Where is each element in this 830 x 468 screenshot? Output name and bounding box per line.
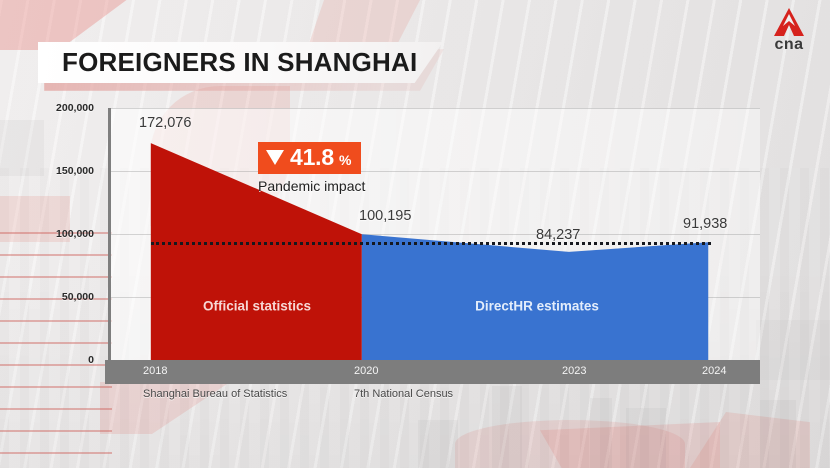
data-label-2023: 84,237 <box>536 227 581 243</box>
y-axis-tick: 100,000 <box>56 228 94 240</box>
y-axis: 200,000 150,000 100,000 50,000 0 <box>48 102 100 366</box>
data-label-2024: 91,938 <box>683 216 728 232</box>
y-axis-tick: 200,000 <box>56 102 94 114</box>
x-axis-tick-2024: 2024 <box>702 365 727 377</box>
cna-logo-icon <box>774 8 804 36</box>
reference-line-dotted <box>151 242 711 245</box>
data-label-2020: 100,195 <box>359 208 412 224</box>
gridline <box>111 171 760 172</box>
gridline <box>111 108 760 109</box>
pandemic-impact-callout: 41.8 % Pandemic impact <box>258 142 384 194</box>
gridline <box>111 234 760 235</box>
series-label-official: Official statistics <box>202 298 312 314</box>
x-axis-tick-2023: 2023 <box>562 365 587 377</box>
data-label-2018: 172,076 <box>139 115 192 131</box>
title-banner: FOREIGNERS IN SHANGHAI <box>38 42 444 91</box>
x-axis-band: 2018 2020 2023 2024 <box>105 360 760 384</box>
title-banner-plate: FOREIGNERS IN SHANGHAI <box>38 42 443 83</box>
page-title: FOREIGNERS IN SHANGHAI <box>62 47 418 77</box>
series-label-directhr: DirectHR estimates <box>475 298 599 314</box>
chart: 200,000 150,000 100,000 50,000 0 Officia… <box>48 102 760 366</box>
series-area-directhr-estimates <box>361 234 709 360</box>
source-notes: Shanghai Bureau of Statistics 7th Nation… <box>105 388 760 404</box>
background-pink-lines <box>0 232 112 468</box>
y-axis-tick: 0 <box>88 354 94 366</box>
cna-logo: cna <box>762 8 816 56</box>
decline-badge: 41.8 % <box>258 142 362 174</box>
decline-value: 41.8 <box>290 144 334 170</box>
cna-wordmark: cna <box>774 36 804 53</box>
x-axis-tick-2018: 2018 <box>143 365 168 377</box>
source-note-right: 7th National Census <box>354 388 454 400</box>
source-note-left: Shanghai Bureau of Statistics <box>143 388 288 400</box>
triangle-down-icon <box>266 150 284 165</box>
series-area-official-statistics <box>150 143 362 360</box>
decline-unit: % <box>338 152 352 168</box>
area-series-group <box>150 143 709 360</box>
y-axis-tick: 50,000 <box>61 291 94 303</box>
callout-caption: Pandemic impact <box>258 178 366 194</box>
plot-area: Official statistics DirectHR estimates 1… <box>108 108 760 363</box>
y-axis-tick: 150,000 <box>56 165 94 177</box>
x-axis-tick-2020: 2020 <box>354 365 379 377</box>
